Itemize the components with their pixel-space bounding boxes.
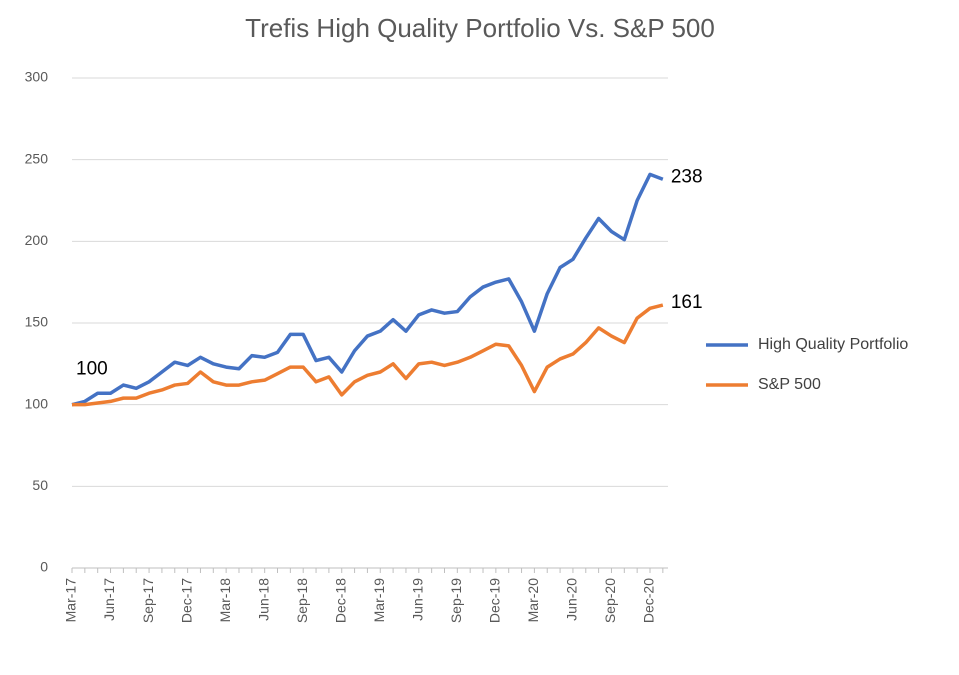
x-tick-label: Mar-19 <box>371 578 387 623</box>
chart-title: Trefis High Quality Portfolio Vs. S&P 50… <box>245 13 715 43</box>
y-tick-label: 50 <box>32 477 48 493</box>
x-tick-label: Sep-20 <box>602 578 618 623</box>
line-series <box>72 303 664 407</box>
x-tick-label: Dec-18 <box>332 578 348 623</box>
x-tick-label: Jun-18 <box>255 578 271 621</box>
x-tick-label: Dec-19 <box>487 578 503 623</box>
x-tick-label: Jun-19 <box>410 578 426 621</box>
y-tick-label: 250 <box>25 150 49 166</box>
x-tick-label: Mar-17 <box>63 578 79 623</box>
data-label: 161 <box>671 292 703 313</box>
x-tick-label: Jun-17 <box>101 578 117 621</box>
legend-label: S&P 500 <box>758 376 821 393</box>
line-series <box>71 172 664 407</box>
x-tick-label: Mar-18 <box>217 578 233 623</box>
y-tick-label: 150 <box>25 314 49 330</box>
y-tick-label: 0 <box>40 559 48 575</box>
y-tick-label: 200 <box>25 232 49 248</box>
y-tick-label: 300 <box>25 69 49 85</box>
data-label: 100 <box>76 359 108 380</box>
legend-label: High Quality Portfolio <box>758 336 908 353</box>
x-tick-label: Sep-18 <box>294 578 310 623</box>
x-tick-label: Jun-20 <box>564 578 580 621</box>
y-tick-label: 100 <box>25 395 49 411</box>
x-tick-label: Mar-20 <box>525 578 541 623</box>
x-tick-label: Sep-17 <box>140 578 156 623</box>
data-label: 238 <box>671 166 703 187</box>
x-tick-label: Dec-17 <box>178 578 194 623</box>
x-tick-label: Dec-20 <box>641 578 657 623</box>
x-tick-label: Sep-19 <box>448 578 464 623</box>
